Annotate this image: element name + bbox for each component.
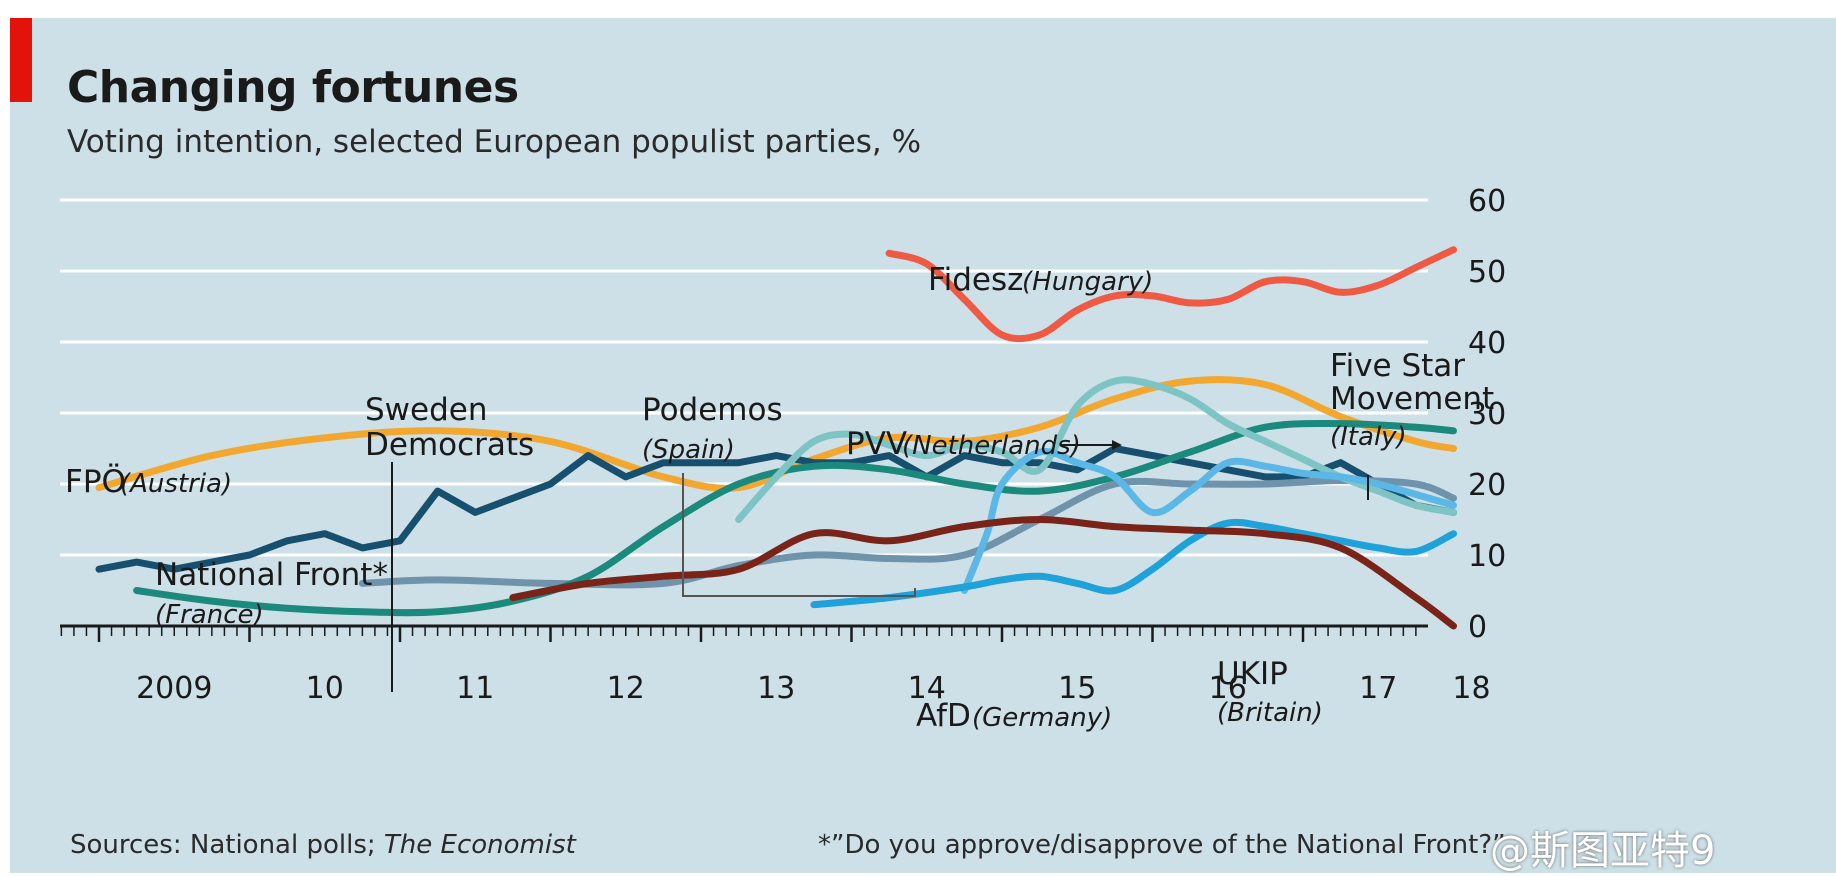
pvv-arrowhead (1112, 440, 1122, 450)
series-lines (95, 246, 1457, 630)
podemos-leader (682, 473, 916, 597)
series-line-national-front (95, 445, 1457, 573)
ukip-country-label: (Britain) (1217, 698, 1323, 728)
chart-panel: Changing fortunes Voting intention, sele… (10, 18, 1836, 874)
y-tick-label: 50 (1468, 255, 1506, 290)
sources-prefix: Sources: National polls; (70, 830, 384, 860)
series-line-five-star-movement (133, 419, 1457, 617)
y-tick-label: 20 (1468, 468, 1506, 503)
gridlines (60, 198, 1428, 557)
brand-accent-bar (10, 18, 32, 102)
y-tick-label: 10 (1468, 539, 1506, 574)
series-line-pvv (960, 447, 1457, 594)
national-front-label: National Front* (155, 557, 388, 593)
chart-subtitle: Voting intention, selected European popu… (67, 124, 922, 160)
five-star-country-label: (Italy) (1330, 422, 1407, 452)
sweden-democrats-label-line2: Democrats (365, 427, 534, 463)
sources-note: Sources: National polls; The Economist (70, 830, 576, 860)
x-axis (60, 624, 1428, 642)
fpo-label: FPÖ (65, 463, 126, 500)
sources-publication: The Economist (383, 830, 576, 860)
five-star-label-line2: Movement (1330, 381, 1494, 417)
series-labels: Fidesz (Hungary) FPÖ (Austria) National … (65, 262, 1494, 734)
fpo-country-label: (Austria) (120, 469, 232, 499)
line-chart: 0 10 20 30 40 50 60 2009 10 11 12 13 14 15 16 17 18 Fid… (60, 184, 1506, 734)
y-axis-labels: 0 10 20 30 40 50 60 (1468, 184, 1506, 645)
fidesz-country-label: (Hungary) (1022, 267, 1153, 297)
footnote: *”Do you approve/disapprove of the Natio… (818, 830, 1506, 860)
x-axis-labels: 2009 10 11 12 13 14 15 16 17 18 (136, 671, 1491, 706)
x-tick-label: 18 (1452, 671, 1490, 706)
label-leader-lines (391, 440, 1369, 692)
chart-title: Changing fortunes (67, 62, 519, 113)
afd-country-label: (Germany) (972, 703, 1112, 733)
series-line-ukip (509, 516, 1457, 630)
y-tick-label: 0 (1468, 610, 1487, 645)
x-tick-label: 16 (1209, 671, 1247, 706)
ukip-label: UKIP (1217, 656, 1288, 692)
national-front-country-label: (France) (155, 600, 264, 630)
x-tick-label: 10 (306, 671, 344, 706)
five-star-label-line1: Five Star (1330, 348, 1465, 384)
x-tick-label: 12 (607, 671, 645, 706)
x-tick-label: 13 (757, 671, 795, 706)
series-line-afd (810, 518, 1457, 609)
watermark: @斯图亚特9 (1490, 828, 1716, 874)
afd-label: AfD (916, 698, 971, 734)
series-line-fidesz (885, 246, 1457, 343)
x-tick-label: 15 (1058, 671, 1096, 706)
x-tick-label: 2009 (136, 671, 212, 706)
pvv-label: PVV (846, 426, 907, 462)
x-tick-label: 17 (1359, 671, 1397, 706)
y-tick-label: 60 (1468, 184, 1506, 219)
x-tick-label: 14 (908, 671, 946, 706)
x-tick-label: 11 (456, 671, 494, 706)
y-tick-label: 30 (1468, 397, 1506, 432)
podemos-label: Podemos (642, 392, 783, 428)
podemos-country-label: (Spain) (642, 435, 735, 465)
y-tick-label: 40 (1468, 326, 1506, 361)
pvv-country-label: (Netherlands) (902, 431, 1081, 461)
fidesz-label: Fidesz (928, 262, 1023, 298)
series-line-fp (95, 376, 1457, 492)
sweden-democrats-label-line1: Sweden (365, 392, 488, 428)
